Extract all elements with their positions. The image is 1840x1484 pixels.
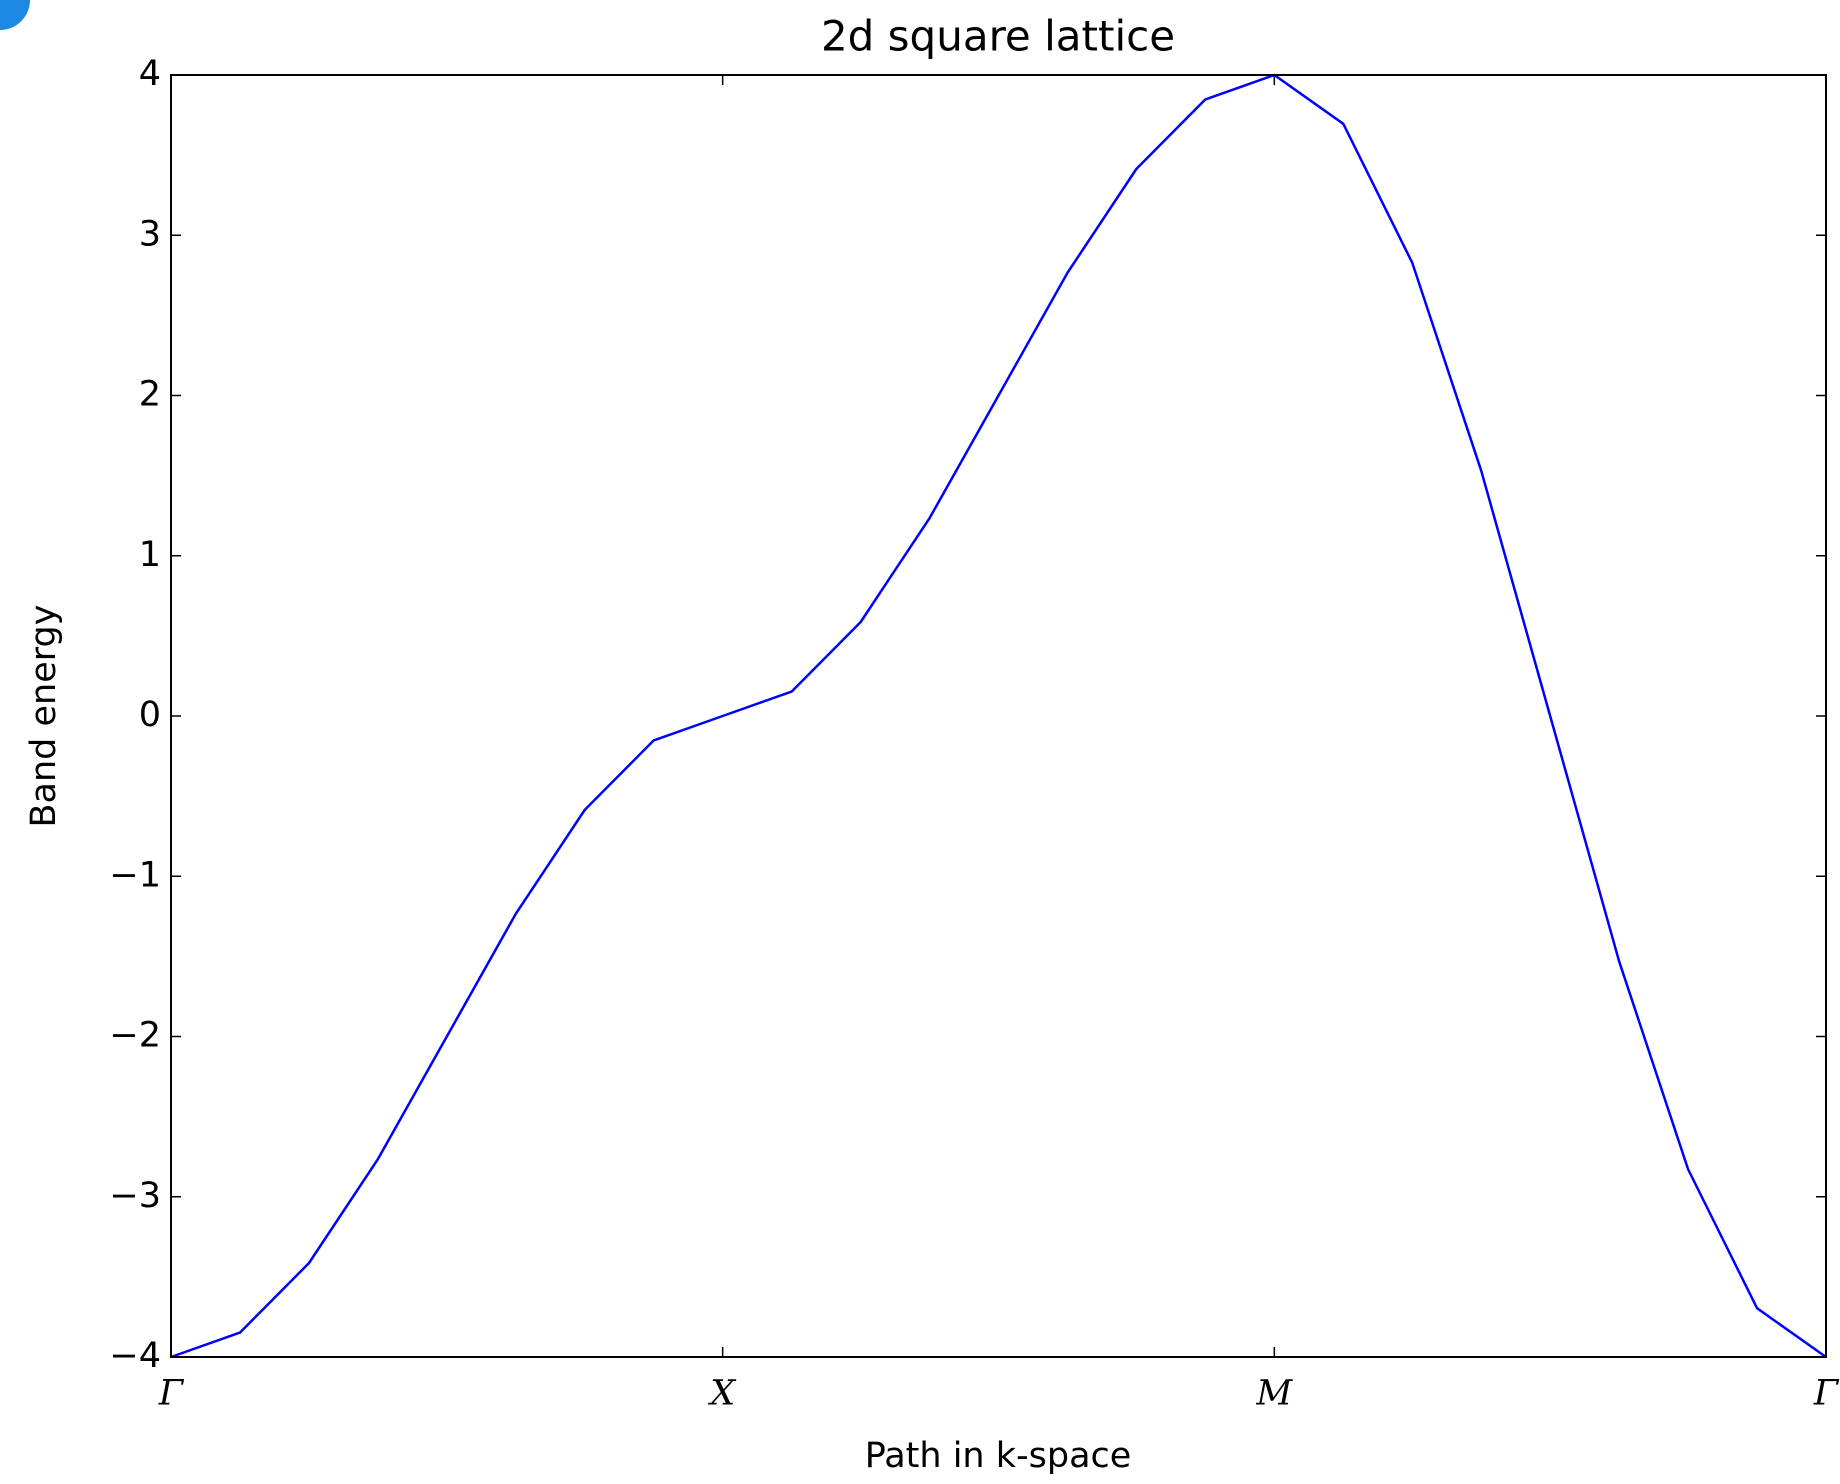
x-tick-label: X: [707, 1374, 737, 1414]
y-tick-label: 4: [139, 54, 161, 94]
chart-title: 2d square lattice: [821, 12, 1175, 61]
x-tick-label: Γ: [1813, 1374, 1840, 1414]
y-tick-label: 1: [139, 535, 161, 575]
y-tick-label: −4: [109, 1336, 161, 1376]
y-tick-label: −3: [109, 1176, 161, 1216]
y-tick-label: 0: [139, 695, 161, 735]
x-axis-label: Path in k-space: [865, 1436, 1132, 1476]
ui-badge: [0, 0, 30, 30]
y-tick-label: −2: [109, 1016, 161, 1056]
line-series: [170, 73, 1827, 1359]
y-tick-label: 3: [139, 214, 161, 254]
y-tick-label: 2: [139, 375, 161, 415]
y-tick-label: −1: [109, 855, 161, 895]
plot-frame: [170, 74, 1827, 1358]
y-axis-label: Band energy: [24, 605, 64, 828]
x-tick-label: M: [1255, 1374, 1293, 1414]
x-tick-label: Γ: [158, 1374, 185, 1414]
